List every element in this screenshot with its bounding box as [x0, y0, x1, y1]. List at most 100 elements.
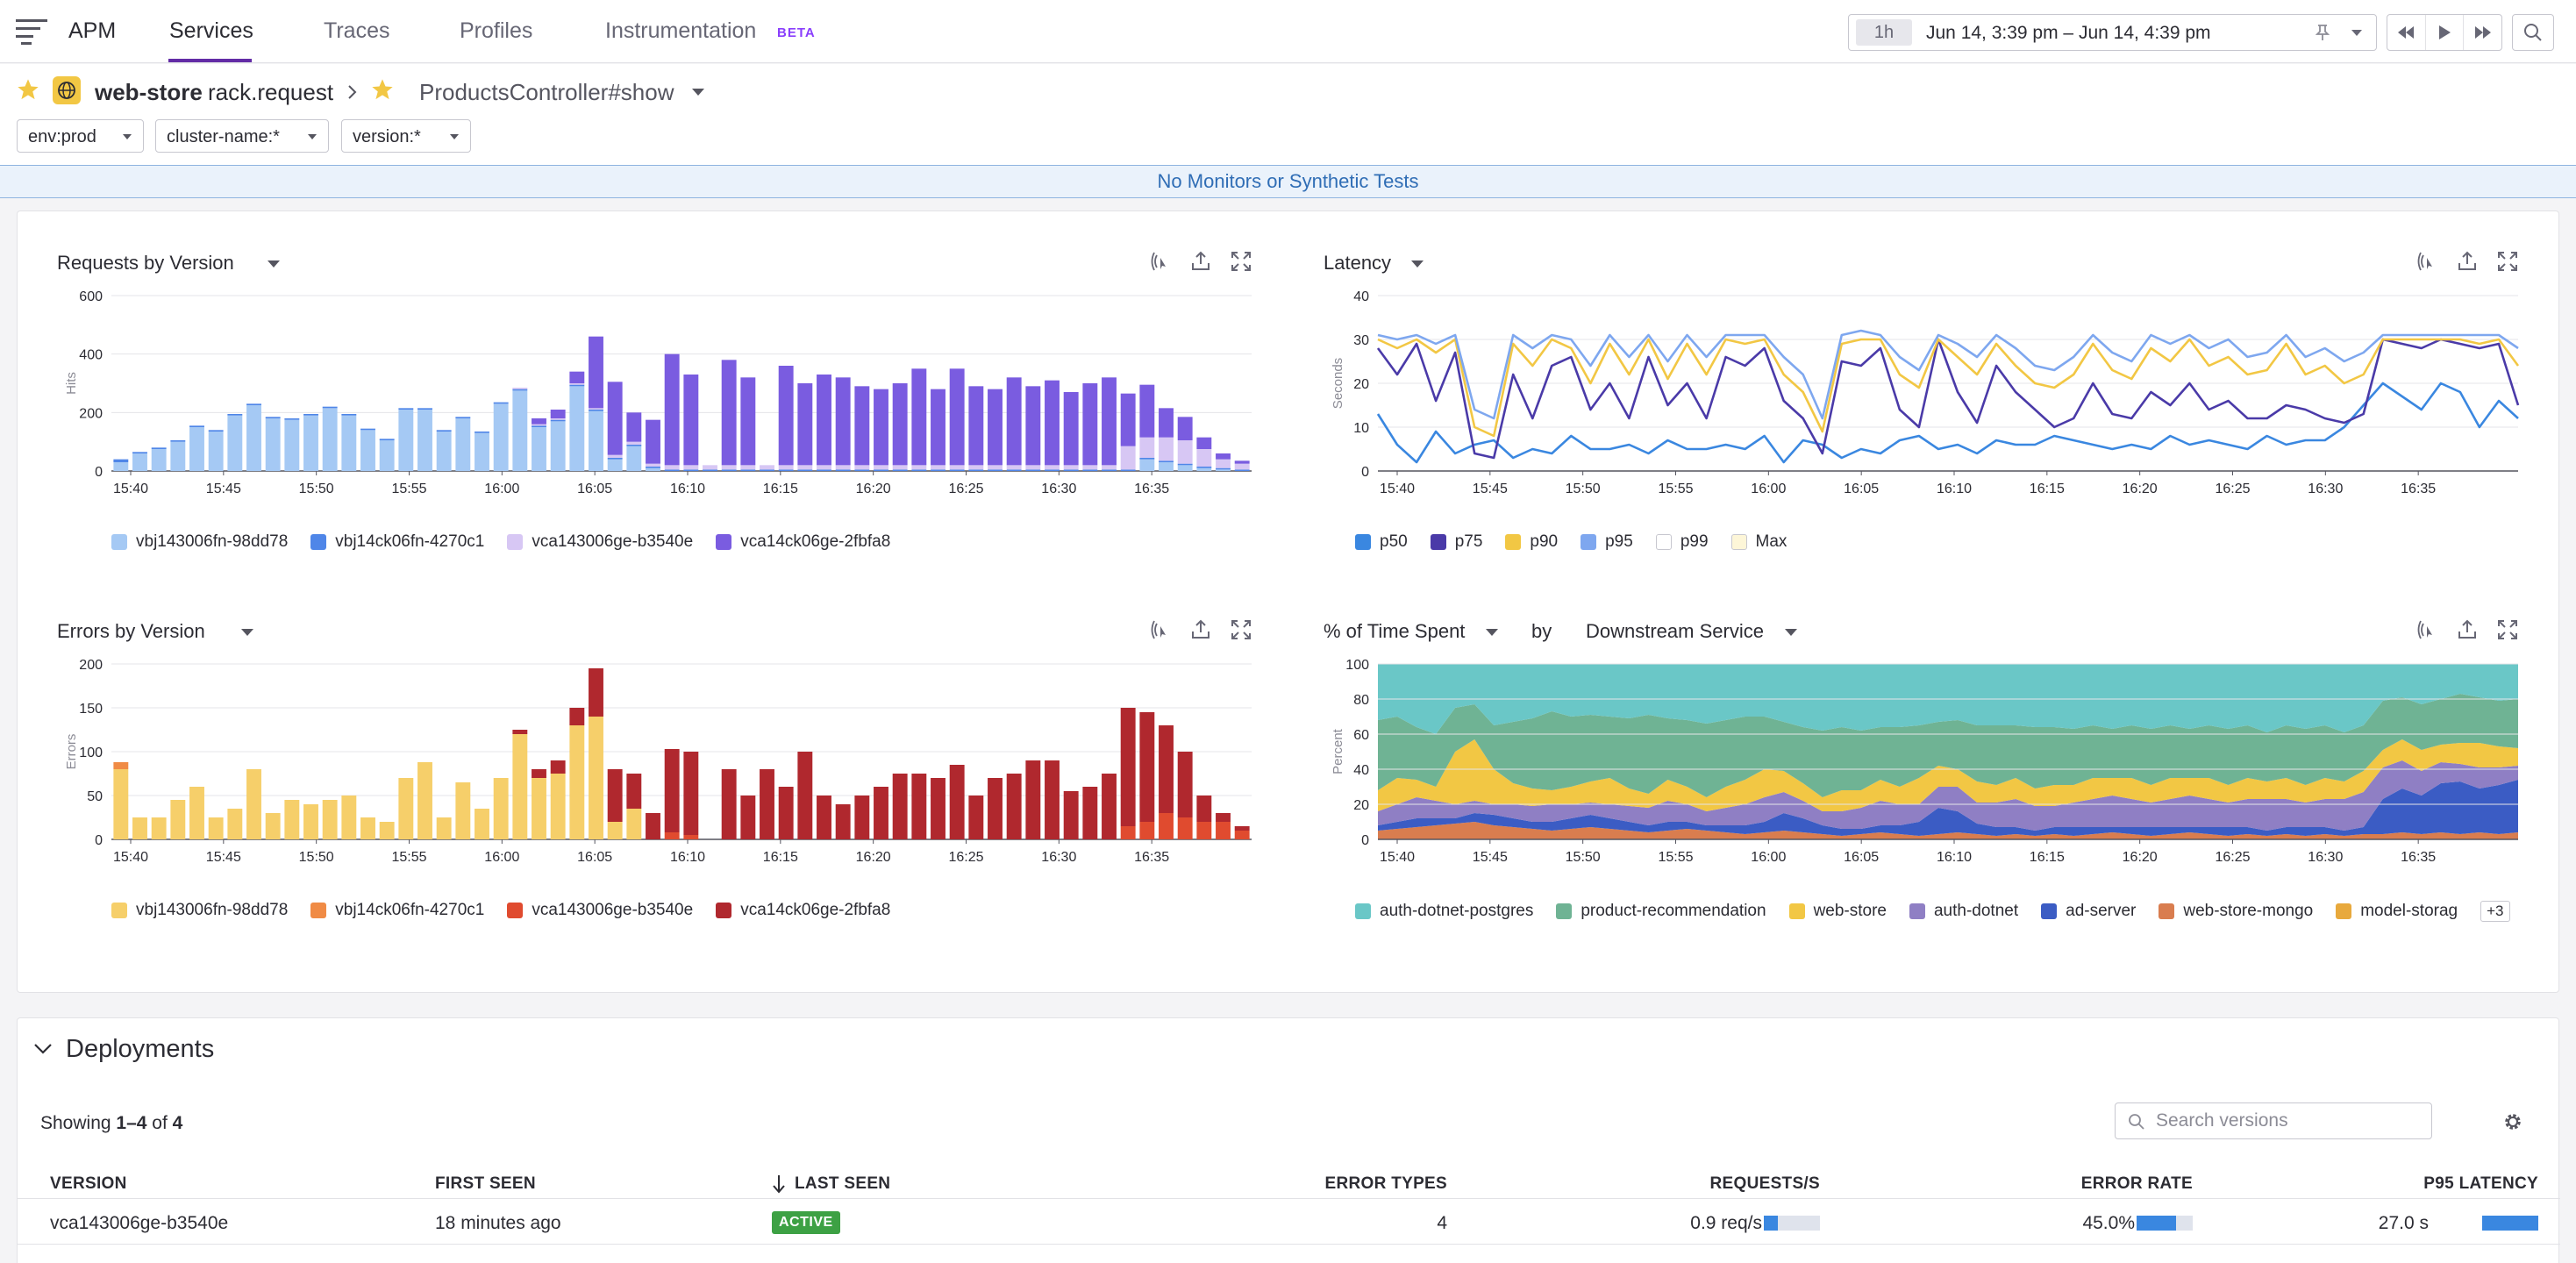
bar-2-54[interactable] — [1139, 437, 1155, 458]
bar-3-58[interactable] — [1216, 453, 1231, 460]
star-icon[interactable] — [370, 77, 395, 102]
bar-3-36[interactable] — [797, 752, 813, 839]
bar-3-51[interactable] — [1082, 787, 1098, 839]
legend-item[interactable]: Max — [1730, 532, 1787, 552]
bar-0-10[interactable] — [303, 804, 318, 839]
bar-2-41[interactable] — [892, 465, 908, 470]
bar-0-11[interactable] — [322, 408, 338, 471]
bar-3-46[interactable] — [988, 389, 1003, 466]
bar-3-30[interactable] — [683, 752, 699, 835]
bar-1-13[interactable] — [360, 428, 375, 431]
area-series-2[interactable] — [1378, 760, 2518, 831]
legend-item[interactable]: vbj14ck06fn-4270c1 — [310, 532, 484, 552]
time-spent-chart-title[interactable]: % of Time Spent — [1324, 620, 1466, 642]
deployments-title[interactable]: Deployments — [66, 1035, 215, 1063]
line-series-2[interactable] — [1377, 338, 2520, 438]
bar-2-45[interactable] — [968, 465, 984, 470]
bar-3-38[interactable] — [835, 804, 851, 839]
bar-3-21[interactable] — [512, 730, 528, 734]
bar-0-25[interactable] — [589, 717, 603, 839]
bar-1-12[interactable] — [341, 414, 357, 416]
bar-0-16[interactable] — [417, 762, 432, 839]
bar-1-8[interactable] — [265, 417, 281, 418]
bar-2-57[interactable] — [1196, 449, 1212, 467]
bar-2-52[interactable] — [1102, 465, 1117, 470]
bar-1-49[interactable] — [1045, 469, 1060, 471]
bar-2-39[interactable] — [854, 465, 870, 470]
bar-0-14[interactable] — [379, 822, 395, 839]
bar-1-30[interactable] — [683, 469, 699, 471]
col-last-seen[interactable]: LAST SEEN — [795, 1174, 891, 1193]
legend-item[interactable]: ad-server — [2041, 901, 2136, 922]
bar-0-27[interactable] — [626, 809, 642, 839]
chevron-down-icon[interactable] — [691, 88, 705, 96]
bar-2-51[interactable] — [1082, 465, 1098, 470]
bar-3-43[interactable] — [931, 389, 945, 466]
bar-3-40[interactable] — [874, 787, 888, 839]
bar-3-44[interactable] — [949, 765, 965, 839]
bar-3-51[interactable] — [1082, 383, 1098, 466]
legend-item[interactable]: web-store — [1788, 901, 1887, 922]
legend-item[interactable]: vca143006ge-b3540e — [507, 532, 693, 552]
bar-0-55[interactable] — [1159, 462, 1174, 471]
bar-0-15[interactable] — [398, 410, 414, 471]
bar-3-42[interactable] — [911, 774, 927, 839]
bar-0-26[interactable] — [607, 459, 623, 471]
bar-3-41[interactable] — [892, 774, 908, 839]
tab-instrumentation[interactable]: Instrumentation — [605, 18, 757, 43]
bar-1-11[interactable] — [322, 406, 338, 409]
bar-3-32[interactable] — [721, 769, 737, 839]
bar-2-53[interactable] — [1120, 826, 1136, 839]
col-version[interactable]: VERSION — [50, 1174, 127, 1193]
bar-0-26[interactable] — [607, 822, 623, 839]
legend-item[interactable]: product-recommendation — [1556, 901, 1766, 922]
sync-cursor-icon[interactable] — [1149, 618, 1172, 641]
bar-1-18[interactable] — [455, 417, 471, 418]
bar-0-16[interactable] — [417, 410, 432, 471]
bar-2-59[interactable] — [1234, 831, 1250, 839]
chevron-down-icon[interactable] — [1410, 260, 1424, 268]
bar-3-54[interactable] — [1139, 384, 1155, 438]
bar-3-27[interactable] — [626, 412, 642, 442]
bar-0-8[interactable] — [265, 813, 281, 839]
bar-2-49[interactable] — [1045, 465, 1060, 470]
time-range-badge[interactable]: 1h — [1856, 19, 1912, 46]
bar-3-29[interactable] — [664, 353, 680, 466]
bar-1-40[interactable] — [874, 469, 888, 471]
bar-3-22[interactable] — [532, 418, 546, 425]
bar-0-19[interactable] — [475, 809, 489, 839]
bar-3-47[interactable] — [1006, 377, 1022, 466]
bar-1-51[interactable] — [1082, 469, 1098, 471]
bar-0-20[interactable] — [493, 403, 509, 471]
fullscreen-icon[interactable] — [1230, 618, 1252, 641]
bar-3-26[interactable] — [607, 769, 623, 822]
bar-1-24[interactable] — [569, 384, 585, 387]
bar-1-25[interactable] — [589, 410, 603, 411]
bar-3-54[interactable] — [1139, 712, 1155, 822]
bar-1-52[interactable] — [1102, 469, 1117, 471]
bar-1-35[interactable] — [778, 469, 794, 471]
bar-2-31[interactable] — [703, 465, 717, 470]
bar-0-0[interactable] — [113, 769, 129, 839]
tab-profiles[interactable]: Profiles — [460, 18, 533, 43]
chevron-down-icon[interactable] — [2351, 29, 2363, 38]
bar-3-42[interactable] — [911, 368, 927, 466]
bar-2-46[interactable] — [988, 465, 1003, 470]
gear-icon[interactable] — [2502, 1111, 2523, 1132]
bar-1-58[interactable] — [1216, 467, 1231, 470]
bar-1-31[interactable] — [703, 469, 717, 471]
bar-1-56[interactable] — [1177, 463, 1193, 466]
bar-0-22[interactable] — [532, 427, 546, 471]
bar-0-56[interactable] — [1177, 465, 1193, 471]
bar-0-12[interactable] — [341, 796, 357, 839]
bar-3-53[interactable] — [1120, 708, 1136, 826]
time-range-text[interactable]: Jun 14, 3:39 pm – Jun 14, 4:39 pm — [1926, 23, 2211, 43]
bar-3-26[interactable] — [607, 382, 623, 455]
legend-item[interactable]: p90 — [1505, 532, 1558, 552]
bar-0-54[interactable] — [1139, 459, 1155, 471]
bar-3-37[interactable] — [817, 796, 831, 839]
bar-2-59[interactable] — [1234, 463, 1250, 470]
bar-0-19[interactable] — [475, 432, 489, 471]
requests-chart-title[interactable]: Requests by Version — [57, 252, 234, 274]
latency-chart-title[interactable]: Latency — [1324, 252, 1392, 274]
